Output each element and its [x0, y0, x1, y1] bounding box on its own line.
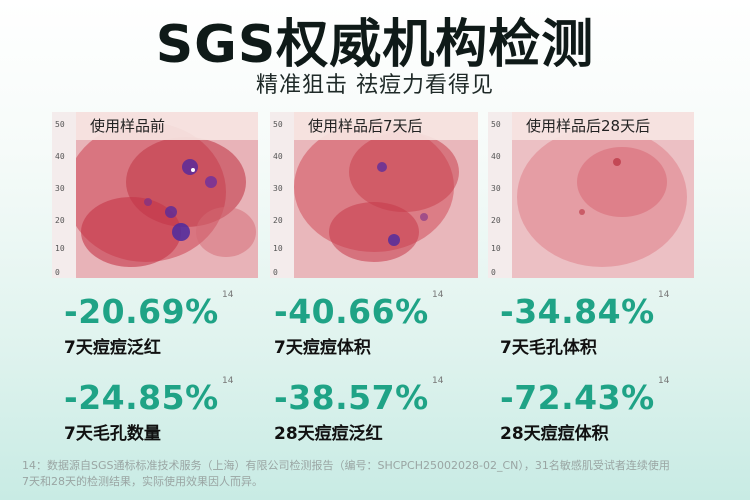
page-title: SGS权威机构检测 [155, 15, 595, 75]
stat-value: -34.84% [500, 292, 655, 331]
stat-28d-acne-volume: -72.43% 14 28天痘痘体积 [500, 376, 669, 444]
ruler-tick: 40 [273, 152, 283, 161]
after-28-days-image-panel: 50 40 30 20 10 0 使用样品后28天后 [488, 112, 694, 278]
stat-label: 28天痘痘泛红 [274, 424, 383, 444]
ruler-tick: 40 [491, 152, 501, 161]
footnote-ref: 14 [222, 376, 234, 386]
ruler-tick: 20 [273, 216, 283, 225]
stat-value: -20.69% [64, 292, 219, 331]
stat-value: -38.57% [274, 378, 429, 417]
footnote-line: 14：数据源自SGS通标标准技术服务（上海）有限公司检测报告（编号：SHCPCH… [22, 459, 670, 472]
footnote-ref: 14 [658, 376, 670, 386]
stat-7d-acne-redness: -20.69% 14 7天痘痘泛红 [64, 290, 233, 358]
stat-label: 7天毛孔体积 [500, 338, 597, 358]
stat-7d-pore-count: -24.85% 14 7天毛孔数量 [64, 376, 233, 444]
footnote-line: 7天和28天的检测结果，实际使用效果因人而异。 [22, 475, 263, 488]
stat-label: 7天痘痘体积 [274, 338, 371, 358]
footnote-ref: 14 [658, 290, 670, 300]
ruler-tick: 50 [55, 120, 65, 129]
ruler-tick: 10 [273, 244, 283, 253]
ruler-tick: 10 [491, 244, 501, 253]
ruler-tick: 20 [491, 216, 501, 225]
stat-7d-acne-volume: -40.66% 14 7天痘痘体积 [274, 290, 443, 358]
stat-value: -24.85% [64, 378, 219, 417]
ruler-tick: 50 [491, 120, 501, 129]
footnote: 14：数据源自SGS通标标准技术服务（上海）有限公司检测报告（编号：SHCPCH… [22, 458, 742, 490]
ruler-tick: 30 [55, 184, 65, 193]
ruler-tick: 20 [55, 216, 65, 225]
stat-label: 7天毛孔数量 [64, 424, 161, 444]
footnote-ref: 14 [222, 290, 234, 300]
footnote-ref: 14 [432, 290, 444, 300]
ruler-tick: 50 [273, 120, 283, 129]
stat-value: -40.66% [274, 292, 429, 331]
after-7-days-image-panel: 50 40 30 20 10 0 使用样品后7天后 [270, 112, 478, 278]
page-subtitle: 精准狙击 祛痘力看得见 [256, 73, 494, 98]
ruler: 50 40 30 20 10 0 [270, 112, 295, 278]
before-image-panel: 50 40 30 20 10 0 使用样品前 [52, 112, 258, 278]
stat-value: -72.43% [500, 378, 655, 417]
panel-caption: 使用样品后7天后 [294, 112, 478, 140]
panel-caption: 使用样品前 [76, 112, 258, 140]
ruler-tick: 0 [491, 268, 496, 277]
stat-label: 7天痘痘泛红 [64, 338, 161, 358]
ruler-tick: 40 [55, 152, 65, 161]
ruler-tick: 30 [273, 184, 283, 193]
stat-label: 28天痘痘体积 [500, 424, 609, 444]
ruler-tick: 0 [55, 268, 60, 277]
stat-7d-pore-volume: -34.84% 14 7天毛孔体积 [500, 290, 669, 358]
footnote-ref: 14 [432, 376, 444, 386]
panel-caption: 使用样品后28天后 [512, 112, 694, 140]
ruler: 50 40 30 20 10 0 [52, 112, 77, 278]
ruler-tick: 0 [273, 268, 278, 277]
ruler-tick: 30 [491, 184, 501, 193]
ruler-tick: 10 [55, 244, 65, 253]
ruler: 50 40 30 20 10 0 [488, 112, 513, 278]
stat-28d-acne-redness: -38.57% 14 28天痘痘泛红 [274, 376, 443, 444]
